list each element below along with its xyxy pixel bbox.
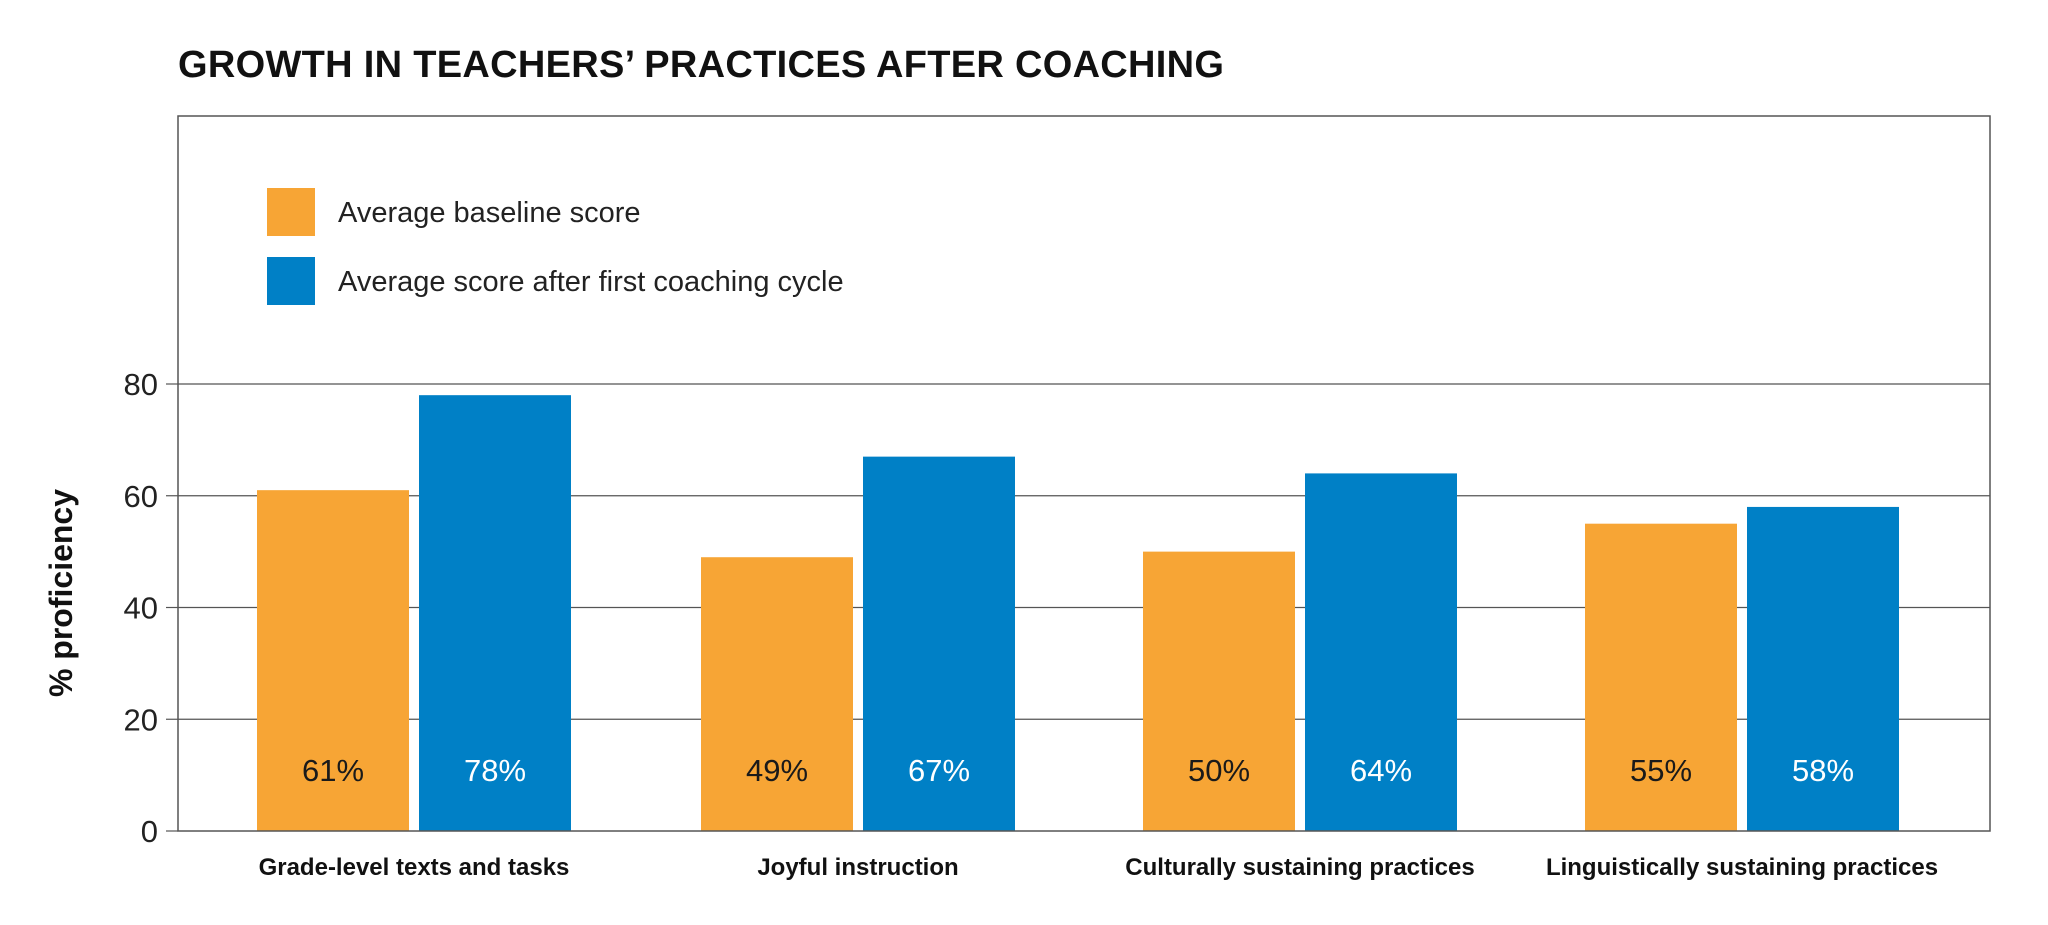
- data-label: 67%: [908, 753, 970, 788]
- bar: [1143, 551, 1295, 831]
- bar: [257, 490, 409, 831]
- y-axis-label: % proficiency: [43, 489, 79, 697]
- legend-label: Average baseline score: [338, 197, 641, 229]
- y-tick-label: 80: [124, 367, 158, 402]
- chart-title: GROWTH IN TEACHERS’ PRACTICES AFTER COAC…: [178, 44, 1225, 86]
- x-axis-categories: Grade-level texts and tasks Joyful instru…: [259, 854, 1938, 881]
- legend-swatch: [267, 257, 315, 305]
- y-tick-label: 60: [124, 479, 158, 514]
- data-label: 78%: [464, 753, 526, 788]
- y-tick-label: 40: [124, 591, 158, 626]
- legend-label: Average score after first coaching cycle: [338, 266, 844, 298]
- x-category-label: Grade-level texts and tasks: [259, 854, 570, 881]
- plot-frame: [177, 115, 1991, 832]
- data-label: 61%: [302, 753, 364, 788]
- bar: [1747, 506, 1899, 831]
- data-label: 49%: [746, 753, 808, 788]
- bar: [863, 456, 1015, 831]
- data-label: 50%: [1188, 753, 1250, 788]
- y-axis-ticks: 0 20 40 60 80: [124, 367, 178, 849]
- bar: [701, 557, 853, 831]
- x-category-label: Linguistically sustaining practices: [1546, 854, 1938, 881]
- data-label: 55%: [1630, 753, 1692, 788]
- y-tick-label: 0: [141, 814, 158, 849]
- x-category-label: Joyful instruction: [757, 854, 958, 881]
- bar: [419, 395, 571, 831]
- y-tick-label: 20: [124, 702, 158, 737]
- legend-swatch: [267, 188, 315, 236]
- legend: Average baseline score Average score afte…: [267, 188, 844, 305]
- bars: 61% 78% 49% 67% 50% 64% 55% 58%: [257, 395, 1899, 831]
- bar: [1585, 523, 1737, 831]
- data-label: 58%: [1792, 753, 1854, 788]
- bar: [1305, 473, 1457, 831]
- x-category-label: Culturally sustaining practices: [1125, 854, 1474, 881]
- data-label: 64%: [1350, 753, 1412, 788]
